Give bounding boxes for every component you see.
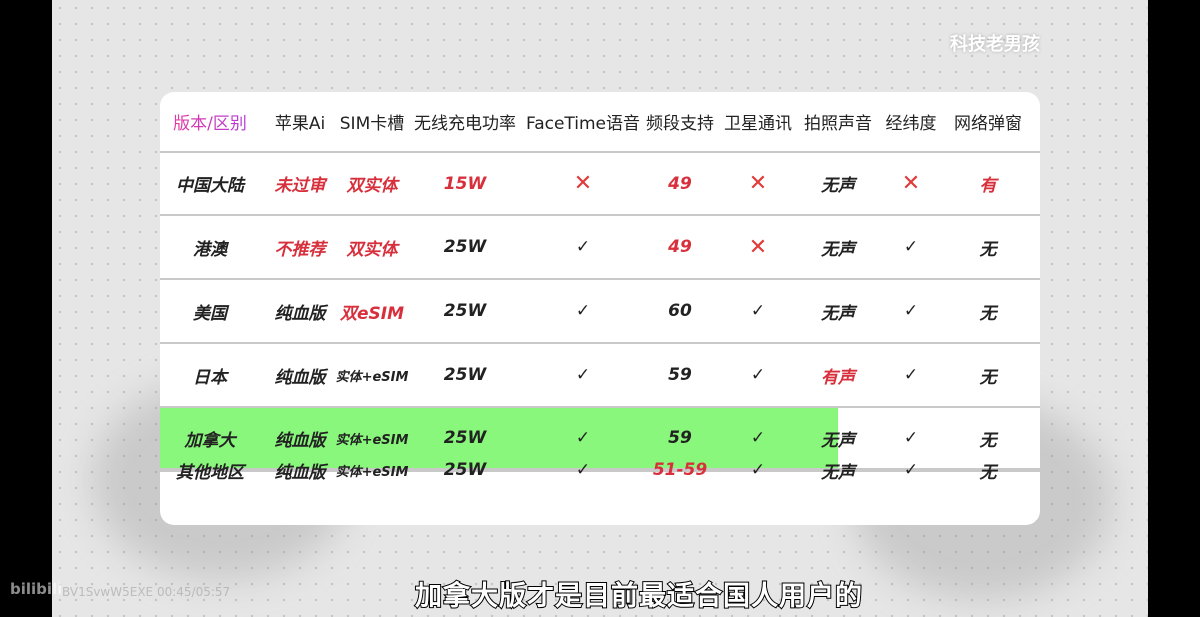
column-header: 无线充电功率 bbox=[414, 114, 516, 134]
table-cell: 25W bbox=[443, 237, 487, 257]
table-cell: 49 bbox=[668, 173, 692, 194]
subtitle: 加拿大版才是目前最适合国人用户的 bbox=[414, 580, 863, 613]
table-cell: 美国 bbox=[193, 303, 227, 324]
check-icon: ✓ bbox=[903, 365, 919, 385]
table-cell: 不推荐 bbox=[274, 239, 326, 260]
table-cell: 实体+eSIM bbox=[335, 432, 409, 448]
table-cell: 未过审 bbox=[274, 176, 326, 196]
table-cell: 有 bbox=[979, 176, 997, 196]
check-icon: ✓ bbox=[750, 365, 766, 385]
column-header: 频段支持 bbox=[646, 114, 714, 134]
table-cell: 纯血版 bbox=[274, 303, 326, 324]
table-row: 中国大陆 未过审 双实体 15W ✕ 49 ✕ 无声 ✕ 有 bbox=[160, 153, 1040, 216]
check-icon: ✓ bbox=[575, 428, 591, 448]
table-header: 版本/区别 苹果Ai SIM卡槽 无线充电功率 FaceTime语音 频段支持 卫星通讯 拍照… bbox=[160, 92, 1040, 153]
check-icon: ✓ bbox=[903, 237, 919, 257]
table-cell: 无 bbox=[979, 430, 997, 451]
table-cell: 双实体 bbox=[346, 176, 398, 196]
x-mark-icon: ✕ bbox=[748, 234, 768, 260]
check-icon: ✓ bbox=[903, 301, 919, 321]
table-row: 美国 纯血版 双eSIM 25W ✓ 60 ✓ 无声 ✓ 无 bbox=[160, 280, 1040, 344]
table-cell: 无声 bbox=[821, 303, 855, 324]
table-cell: 有声 bbox=[821, 367, 855, 388]
column-header: 苹果Ai bbox=[274, 114, 326, 134]
table-cell: 25W bbox=[443, 428, 487, 448]
table-cell: 无声 bbox=[821, 239, 855, 260]
table-cell: 无 bbox=[979, 303, 997, 324]
x-mark-icon: ✕ bbox=[573, 171, 593, 196]
column-header: 卫星通讯 bbox=[724, 114, 792, 134]
table-cell: 59 bbox=[668, 428, 692, 448]
column-header: 拍照声音 bbox=[804, 114, 872, 134]
x-mark-icon: ✕ bbox=[748, 171, 768, 196]
table-cell: 无 bbox=[979, 239, 997, 260]
column-header: SIM卡槽 bbox=[339, 114, 405, 134]
table-cell: 25W bbox=[443, 365, 487, 385]
table-cell: 49 bbox=[668, 237, 692, 257]
table-cell: 60 bbox=[668, 301, 692, 321]
comparison-table: 版本/区别 苹果Ai SIM卡槽 无线充电功率 FaceTime语音 频段支持 卫星通讯 拍照… bbox=[160, 92, 1040, 525]
video-frame: 科技老男孩 版本/区别 苹果Ai SIM卡槽 无线充电功率 FaceTime语音 频段支持… bbox=[52, 0, 1148, 617]
check-icon: ✓ bbox=[575, 237, 591, 257]
column-header: FaceTime语音 bbox=[525, 114, 641, 134]
video-id-watermark: BV1SvwW5EXE 00:45/05:57 bbox=[62, 585, 231, 599]
check-icon: ✓ bbox=[903, 428, 919, 448]
table-cell: 25W bbox=[443, 301, 487, 321]
column-header: 网络弹窗 bbox=[954, 114, 1022, 134]
table-cell: 无声 bbox=[821, 176, 855, 196]
table-row: 港澳 不推荐 双实体 25W ✓ 49 ✕ 无声 ✓ 无 bbox=[160, 216, 1040, 280]
table-cell: 纯血版 bbox=[274, 430, 326, 451]
table-cell: 双eSIM bbox=[339, 303, 405, 324]
table-row: 加拿大 纯血版 实体+eSIM 25W ✓ 59 ✓ 无声 ✓ 无 bbox=[160, 408, 1040, 470]
table-cell: 加拿大 bbox=[184, 430, 236, 451]
check-icon: ✓ bbox=[575, 365, 591, 385]
table-cell: 15W bbox=[443, 173, 487, 194]
column-header: 经纬度 bbox=[885, 114, 937, 134]
column-header: 版本/区别 bbox=[173, 92, 247, 151]
table-row: 日本 纯血版 实体+eSIM 25W ✓ 59 ✓ 有声 ✓ 无 bbox=[160, 344, 1040, 408]
table-cell: 日本 bbox=[193, 367, 227, 388]
row-highlight bbox=[160, 408, 838, 468]
table-cell: 59 bbox=[668, 365, 692, 385]
bilibili-logo: bilibili bbox=[10, 580, 63, 598]
table-cell: 中国大陆 bbox=[176, 176, 244, 196]
channel-watermark: 科技老男孩 bbox=[950, 34, 1040, 55]
check-icon: ✓ bbox=[750, 428, 766, 448]
table-row: 其他地区 纯血版 实体+eSIM 25W ✓ 51-59 ✓ 无声 ✓ 无 bbox=[160, 460, 1040, 483]
table-cell: 港澳 bbox=[193, 239, 227, 260]
table-cell: 双实体 bbox=[346, 239, 398, 260]
table-cell: 无 bbox=[979, 367, 997, 388]
check-icon: ✓ bbox=[575, 301, 591, 321]
x-mark-icon: ✕ bbox=[901, 171, 921, 196]
table-cell: 实体+eSIM bbox=[335, 369, 409, 385]
check-icon: ✓ bbox=[750, 301, 766, 321]
table-cell: 纯血版 bbox=[274, 367, 326, 388]
table-cell: 无声 bbox=[821, 430, 855, 451]
